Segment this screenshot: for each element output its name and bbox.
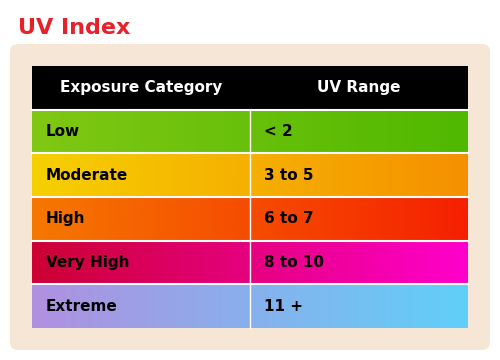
Text: 11 +: 11 + — [264, 299, 303, 314]
Text: 8 to 10: 8 to 10 — [264, 255, 324, 270]
Text: 3 to 5: 3 to 5 — [264, 168, 314, 183]
Text: Exposure Category: Exposure Category — [60, 80, 222, 95]
FancyBboxPatch shape — [32, 66, 468, 110]
Text: Extreme: Extreme — [46, 299, 118, 314]
Text: Low: Low — [46, 124, 80, 139]
Text: Moderate: Moderate — [46, 168, 128, 183]
Text: < 2: < 2 — [264, 124, 293, 139]
Text: Very High: Very High — [46, 255, 130, 270]
Text: UV Range: UV Range — [318, 80, 401, 95]
Text: High: High — [46, 211, 86, 226]
Text: UV Index: UV Index — [18, 18, 130, 38]
FancyBboxPatch shape — [10, 44, 490, 350]
Text: 6 to 7: 6 to 7 — [264, 211, 314, 226]
